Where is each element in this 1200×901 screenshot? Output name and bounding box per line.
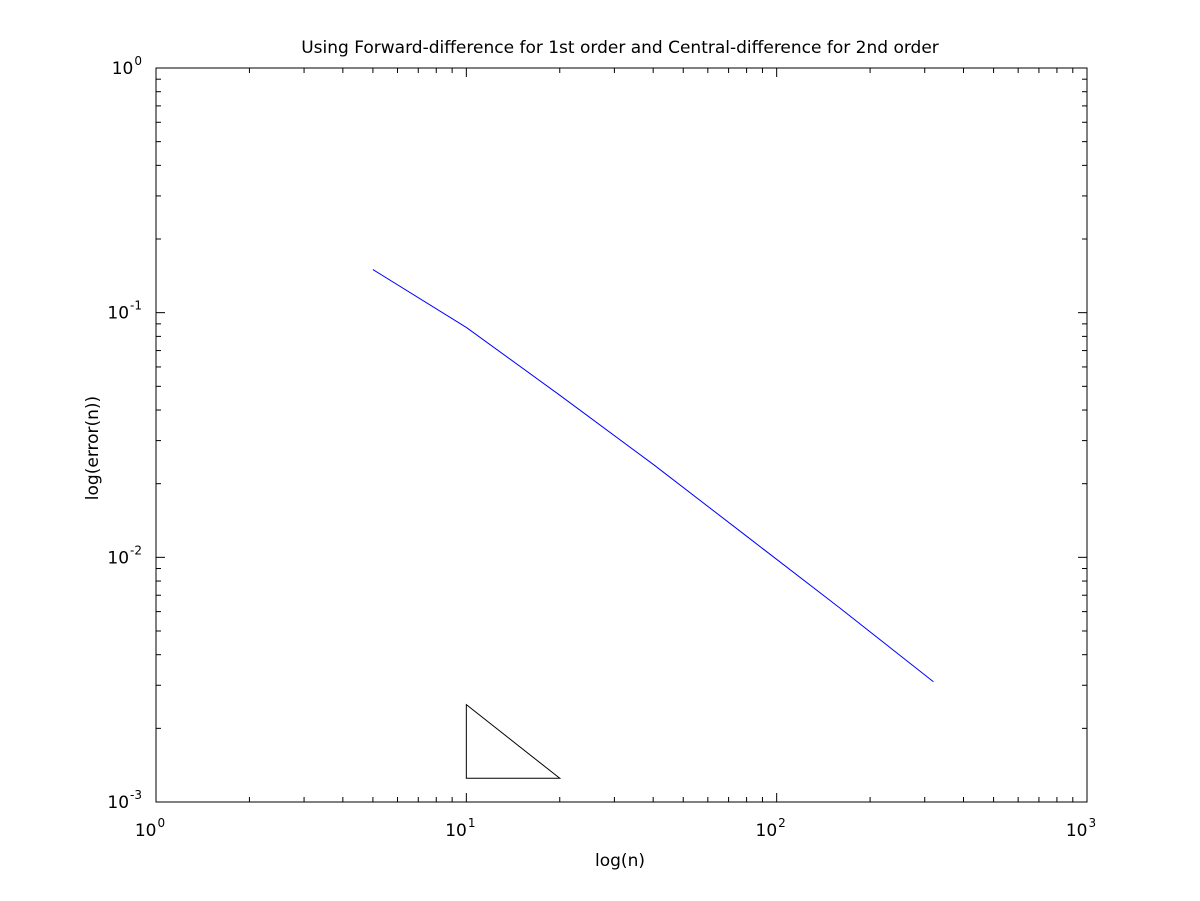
x-axis-label: log(n)	[595, 851, 645, 871]
y-tick-exponent: -2	[130, 543, 142, 557]
x-tick-exponent: 2	[778, 816, 786, 830]
y-axis-label: log(error(n))	[83, 396, 103, 500]
y-tick-label: 10-1	[107, 299, 142, 324]
y-tick-base: 10	[107, 548, 129, 568]
tick-marks	[155, 67, 1088, 803]
chart-title: Using Forward-difference for 1st order a…	[301, 38, 939, 58]
y-tick-exponent: -1	[130, 299, 142, 313]
series-line-1	[372, 269, 934, 683]
y-tick-label: 10-2	[107, 543, 142, 568]
x-tick-exponent: 1	[468, 816, 476, 830]
series-layer	[372, 269, 934, 683]
y-tick-base: 10	[107, 793, 129, 813]
x-tick-exponent: 0	[158, 816, 166, 830]
y-tick-base: 10	[107, 304, 129, 324]
annotation-layer	[465, 703, 562, 779]
x-tick-exponent: 3	[1089, 816, 1097, 830]
x-tick-label: 103	[1066, 816, 1096, 841]
y-tick-label: 10-3	[107, 788, 142, 813]
y-tick-exponent: 0	[134, 54, 142, 68]
plot-area-frame	[155, 67, 1088, 803]
y-tick-label: 100	[112, 54, 142, 79]
y-tick-base: 10	[112, 59, 134, 79]
slope-triangle	[465, 703, 562, 779]
y-tick-exponent: -3	[130, 788, 142, 802]
